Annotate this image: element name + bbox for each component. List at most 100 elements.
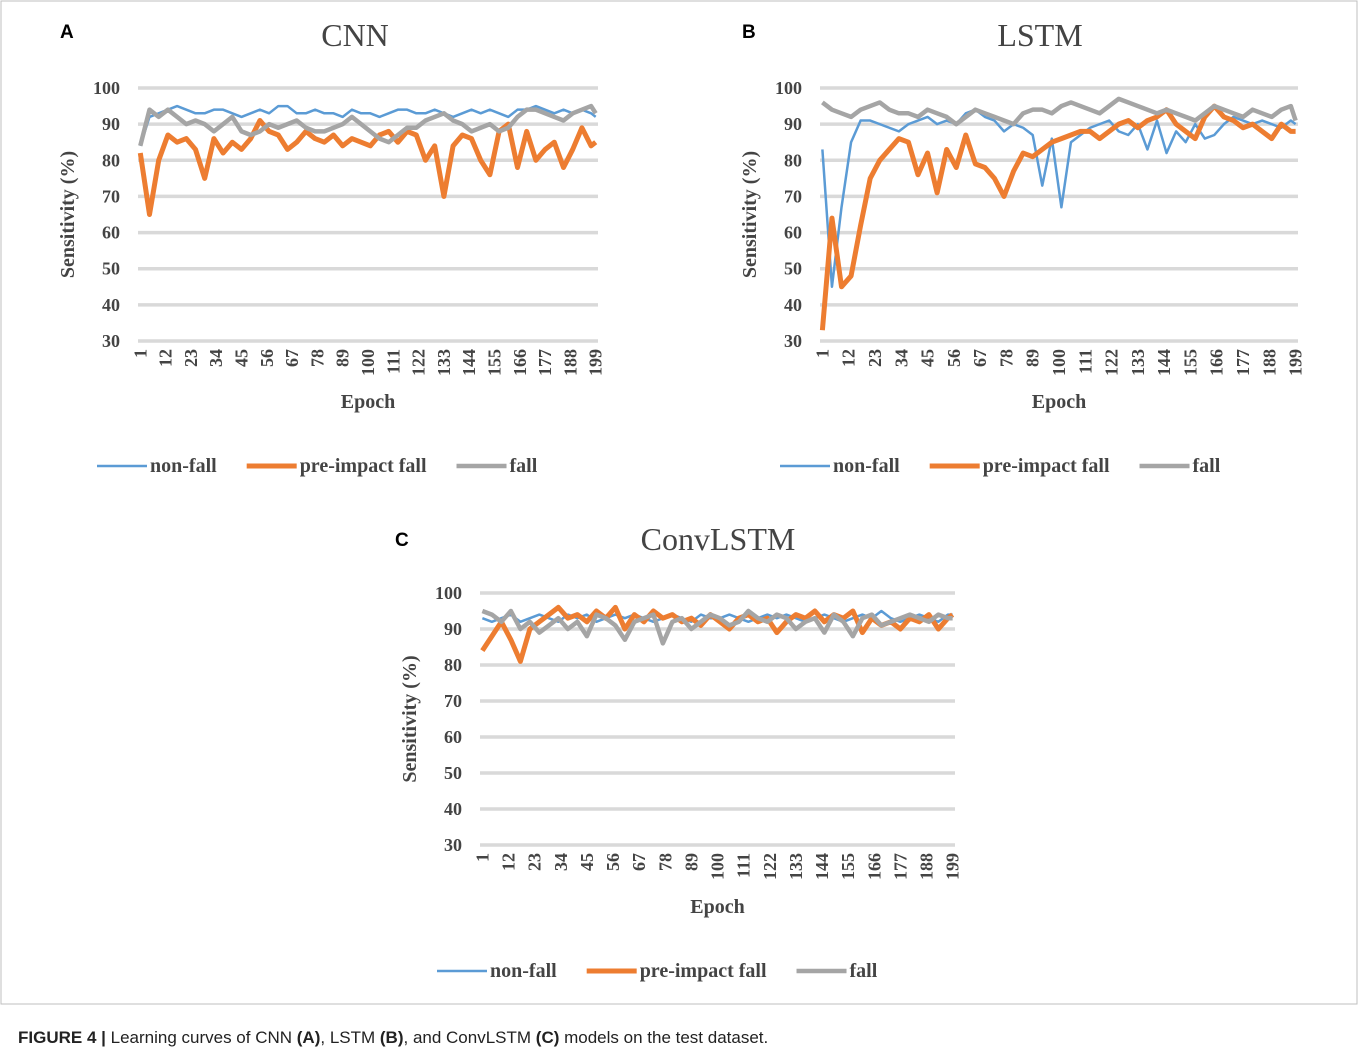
x-tick-label: 144 xyxy=(812,853,832,880)
y-tick-label: 100 xyxy=(93,78,120,98)
x-tick-label: 89 xyxy=(333,349,353,367)
x-tick-label: 177 xyxy=(890,853,910,880)
x-tick-label: 177 xyxy=(1233,349,1253,376)
x-tick-label: 133 xyxy=(1128,349,1148,376)
legend-label: pre-impact fall xyxy=(983,455,1110,477)
y-tick-label: 40 xyxy=(444,799,462,819)
x-tick-label: 34 xyxy=(206,349,226,367)
x-tick-label: 34 xyxy=(891,349,911,367)
x-tick-label: 199 xyxy=(586,349,606,376)
x-tick-label: 188 xyxy=(560,349,580,376)
panel-label: A xyxy=(60,22,74,43)
y-tick-label: 90 xyxy=(784,114,802,134)
y-tick-label: 80 xyxy=(784,150,802,170)
y-tick-label: 30 xyxy=(102,331,120,351)
x-tick-label: 144 xyxy=(459,349,479,376)
y-tick-label: 100 xyxy=(435,583,462,603)
x-tick-label: 23 xyxy=(525,853,545,871)
x-tick-label: 89 xyxy=(1023,349,1043,367)
x-tick-label: 23 xyxy=(865,349,885,367)
x-tick-label: 111 xyxy=(1075,349,1095,374)
chart-title: LSTM xyxy=(997,17,1082,53)
y-tick-label: 50 xyxy=(784,259,802,279)
y-tick-label: 50 xyxy=(102,259,120,279)
y-tick-label: 100 xyxy=(775,78,802,98)
caption-text: , LSTM xyxy=(320,1028,380,1047)
caption: FIGURE 4 | Learning curves of CNN (A), L… xyxy=(18,1028,768,1047)
x-tick-label: 67 xyxy=(282,349,302,367)
legend-label: fall xyxy=(1193,455,1221,477)
x-tick-label: 1 xyxy=(472,853,492,862)
x-tick-label: 100 xyxy=(708,853,728,880)
y-tick-label: 90 xyxy=(102,114,120,134)
y-tick-label: 90 xyxy=(444,619,462,639)
x-tick-label: 155 xyxy=(838,853,858,880)
x-tick-label: 199 xyxy=(1286,349,1306,376)
x-tick-label: 155 xyxy=(485,349,505,376)
y-tick-label: 70 xyxy=(102,186,120,206)
series-line xyxy=(481,608,953,646)
x-tick-label: 177 xyxy=(535,349,555,376)
x-tick-label: 166 xyxy=(864,853,884,880)
y-tick-label: 70 xyxy=(444,691,462,711)
x-tick-label: 122 xyxy=(409,349,429,376)
panel-label: C xyxy=(395,530,409,551)
y-tick-label: 30 xyxy=(444,835,462,855)
x-tick-label: 155 xyxy=(1180,349,1200,376)
legend-label: non-fall xyxy=(833,455,900,477)
x-tick-label: 67 xyxy=(970,349,990,367)
y-tick-label: 60 xyxy=(444,727,462,747)
figure-frame xyxy=(0,0,1358,1005)
legend-label: pre-impact fall xyxy=(300,455,427,477)
x-tick-label: 56 xyxy=(944,349,964,367)
x-tick-label: 111 xyxy=(734,853,754,878)
caption-text: , and ConvLSTM xyxy=(404,1028,536,1047)
legend-label: non-fall xyxy=(150,455,217,477)
x-tick-label: 122 xyxy=(1102,349,1122,376)
series-line xyxy=(138,103,598,147)
chart-title: CNN xyxy=(321,17,389,53)
x-tick-label: 78 xyxy=(996,349,1016,367)
caption-text: Learning curves of CNN xyxy=(106,1028,297,1047)
x-axis-label: Epoch xyxy=(341,391,395,413)
caption-text: models on the test dataset. xyxy=(559,1028,768,1047)
y-tick-label: 40 xyxy=(784,295,802,315)
y-tick-label: 70 xyxy=(784,186,802,206)
y-axis-label: Sensitivity (%) xyxy=(57,151,79,278)
x-tick-label: 122 xyxy=(760,853,780,880)
x-axis-label: Epoch xyxy=(690,896,744,918)
x-tick-label: 12 xyxy=(839,349,859,367)
series-line xyxy=(821,96,1298,127)
caption-ref: (C) xyxy=(536,1028,560,1047)
x-axis-label: Epoch xyxy=(1032,391,1086,413)
x-tick-label: 12 xyxy=(499,853,519,871)
x-tick-label: 67 xyxy=(629,853,649,871)
x-tick-label: 45 xyxy=(918,349,938,367)
y-tick-label: 80 xyxy=(102,150,120,170)
x-tick-label: 111 xyxy=(383,349,403,374)
x-tick-label: 89 xyxy=(681,853,701,871)
y-tick-label: 60 xyxy=(784,223,802,243)
x-tick-label: 1 xyxy=(130,349,150,358)
y-axis-label: Sensitivity (%) xyxy=(739,151,761,278)
caption-label: FIGURE 4 | xyxy=(18,1028,106,1047)
x-tick-label: 199 xyxy=(943,853,963,880)
x-tick-label: 34 xyxy=(551,853,571,871)
y-axis-label: Sensitivity (%) xyxy=(399,655,421,782)
x-tick-label: 12 xyxy=(156,349,176,367)
x-tick-label: 56 xyxy=(257,349,277,367)
series-line xyxy=(137,118,598,217)
x-tick-label: 144 xyxy=(1154,349,1174,376)
x-tick-label: 166 xyxy=(510,349,530,376)
legend-label: fall xyxy=(510,455,538,477)
series-line xyxy=(821,108,1297,289)
x-tick-label: 100 xyxy=(1049,349,1069,376)
x-tick-label: 188 xyxy=(1259,349,1279,376)
y-tick-label: 60 xyxy=(102,223,120,243)
x-tick-label: 166 xyxy=(1207,349,1227,376)
legend-label: fall xyxy=(850,960,878,982)
panel-label: B xyxy=(742,22,756,43)
x-tick-label: 1 xyxy=(812,349,832,358)
chart-title: ConvLSTM xyxy=(641,521,796,557)
